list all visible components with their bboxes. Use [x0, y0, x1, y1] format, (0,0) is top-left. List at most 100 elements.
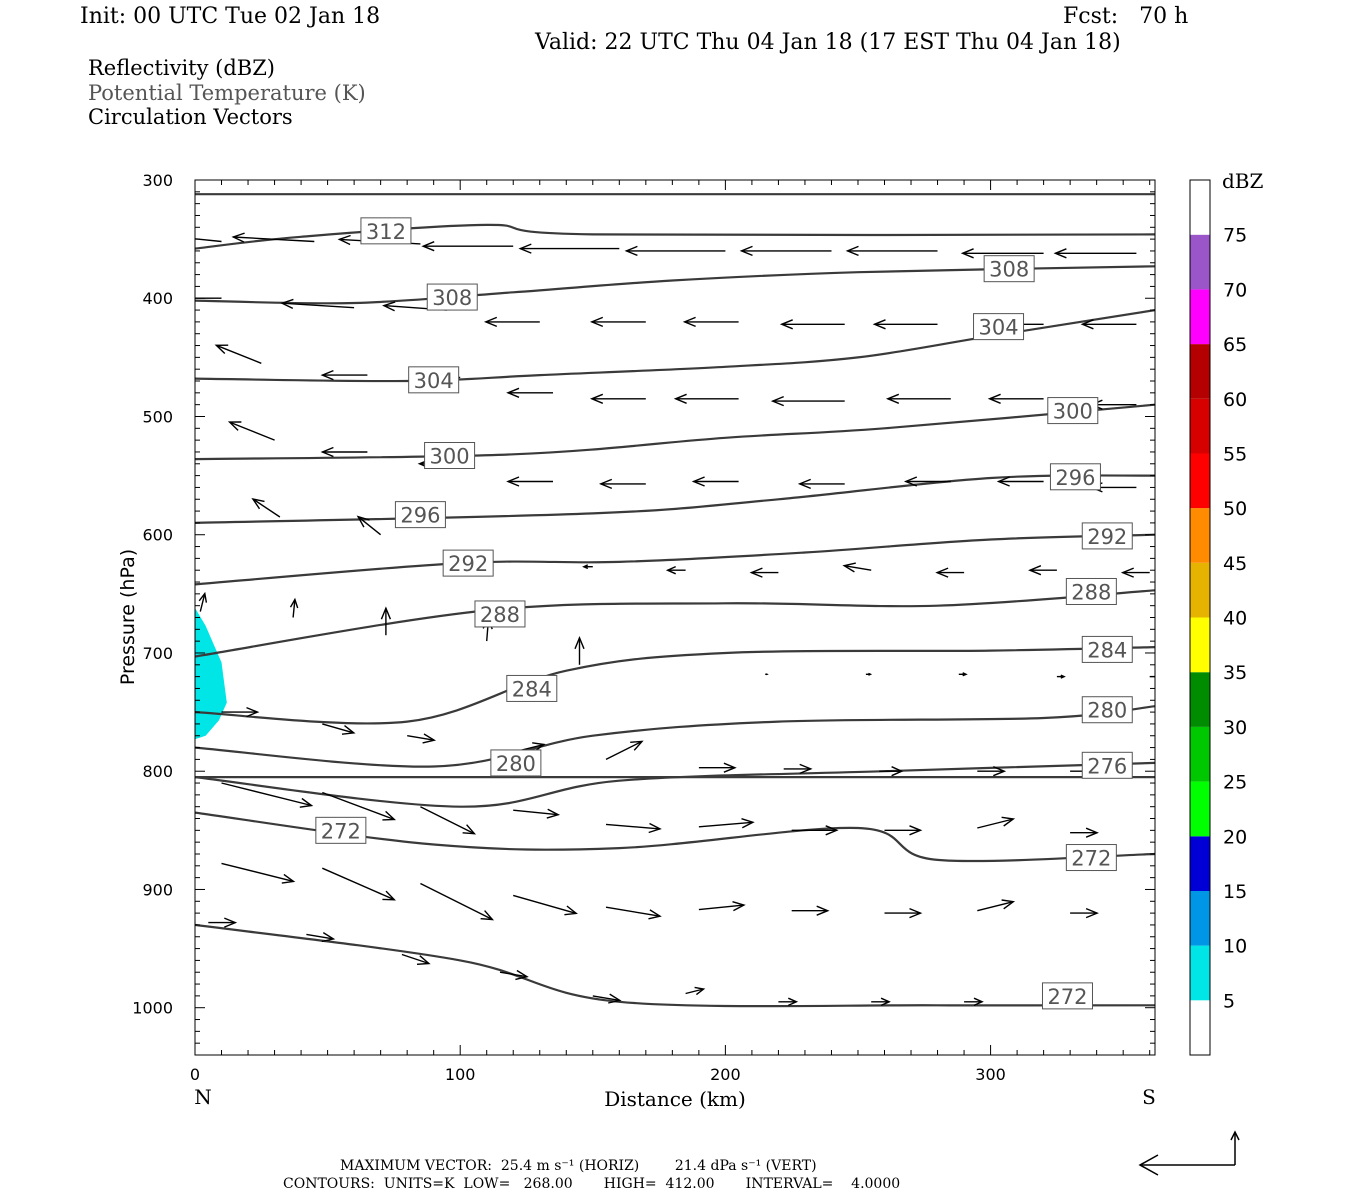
theta-contour-line — [195, 705, 1155, 768]
vector-head — [198, 591, 208, 603]
vector-shaft — [407, 735, 435, 741]
theta-contour-label: 296 — [400, 504, 440, 528]
theta-contour-label: 312 — [366, 220, 406, 244]
colorbar-swatch — [1190, 453, 1210, 509]
vector-head — [1001, 816, 1016, 827]
vector-shaft — [229, 421, 275, 441]
reference-vector-horizontal-head — [1138, 1154, 1159, 1176]
vector-head — [799, 763, 813, 775]
vector-shaft — [592, 995, 620, 1002]
theta-contour-line — [195, 403, 1155, 461]
circulation-vector — [356, 515, 382, 536]
theta-contour-label-box — [360, 217, 412, 245]
theta-contour-label-box — [474, 600, 526, 628]
vector-head — [321, 932, 336, 943]
vector-head — [993, 766, 1007, 777]
vector-head — [765, 673, 769, 676]
vector-head — [251, 497, 265, 510]
vector-head — [1060, 674, 1066, 679]
vector-head — [422, 733, 437, 744]
vector-shaft — [322, 791, 395, 821]
theta-contour-label-box — [315, 816, 367, 844]
vector-head — [281, 873, 296, 884]
colorbar-swatch — [1190, 1000, 1210, 1055]
vector-head — [227, 421, 242, 431]
vector-head — [416, 955, 431, 965]
theta-contour-label-box — [442, 549, 494, 577]
y-tick-label: 300 — [142, 171, 173, 190]
theta-contour-label-box — [1041, 982, 1093, 1010]
circulation-vector — [289, 597, 299, 618]
vector-head — [564, 905, 578, 916]
vector-head — [739, 245, 753, 257]
theta-contour-label-box — [1065, 577, 1117, 605]
circulation-vector — [1120, 567, 1150, 578]
vector-shaft — [252, 498, 281, 518]
y-tick-label: 1000 — [132, 999, 173, 1018]
vector-head — [816, 905, 830, 916]
vector-head — [788, 997, 799, 1007]
vector-shaft — [605, 906, 661, 917]
colorbar-swatch — [1190, 836, 1210, 891]
theta-contour-label-box — [506, 674, 558, 702]
vector-shaft — [698, 821, 753, 828]
x-axis-end-south: S — [1142, 1085, 1156, 1109]
vector-head — [506, 476, 520, 487]
circulation-vector — [420, 882, 495, 921]
colorbar-swatch — [1190, 289, 1210, 345]
circulation-vector — [506, 387, 553, 398]
vector-head — [845, 245, 859, 257]
circulation-vector — [598, 478, 646, 490]
theta-contour-label: 308 — [989, 258, 1029, 282]
vector-head — [421, 241, 435, 252]
circulation-vector — [682, 316, 739, 328]
vector-shaft — [698, 904, 744, 911]
circulation-vector — [506, 476, 553, 487]
vector-shaft — [499, 971, 528, 978]
circulation-vector — [935, 567, 965, 578]
colorbar-swatch — [1190, 234, 1210, 290]
circulation-vector — [977, 766, 1007, 777]
colorbar-swatch — [1190, 726, 1210, 782]
vector-head — [132, 229, 143, 238]
vector-head — [1053, 248, 1067, 259]
circulation-vector — [879, 766, 904, 777]
forecast-hour: Fcst: 70 h — [1063, 4, 1189, 29]
vector-head — [779, 319, 793, 330]
vector-head — [214, 344, 229, 355]
circulation-vector — [195, 297, 222, 299]
vector-shaft — [420, 882, 493, 921]
vector-head — [903, 476, 918, 487]
circulation-vector — [221, 706, 260, 718]
theta-contour-label: 276 — [1087, 754, 1127, 778]
vector-shaft — [322, 723, 354, 734]
vector-head — [224, 917, 238, 928]
circulation-vector — [673, 393, 739, 404]
circulation-vector — [280, 298, 355, 310]
vector-head — [483, 316, 498, 328]
circulation-vector — [871, 997, 891, 1007]
vector-shaft — [357, 516, 382, 536]
circulation-vector — [592, 993, 622, 1004]
x-tick-label: 0 — [190, 1065, 200, 1084]
vector-head — [694, 986, 706, 996]
vector-head — [630, 740, 644, 751]
vector-shaft — [401, 953, 430, 965]
circulation-vector — [698, 762, 737, 773]
circulation-vector — [960, 248, 1044, 259]
vector-head — [518, 243, 532, 254]
circulation-vector — [605, 822, 662, 834]
circulation-vector — [132, 229, 222, 243]
circulation-vector — [987, 393, 1044, 404]
plot-frame — [194, 179, 1156, 1056]
vector-head — [987, 393, 1001, 404]
vector-head — [973, 997, 984, 1007]
theta-contour-label-box — [1081, 751, 1133, 779]
vector-head — [648, 909, 662, 920]
circulation-vector — [589, 393, 646, 404]
colorbar-level-label: 15 — [1223, 881, 1247, 903]
circulation-vector — [791, 825, 839, 836]
colorbar-level-label: 55 — [1223, 443, 1247, 465]
vector-head — [996, 476, 1010, 487]
colorbar: 5 10 15 20 25 30 35 40 45 50 55 60 65 70 75 — [1189, 179, 1247, 1056]
